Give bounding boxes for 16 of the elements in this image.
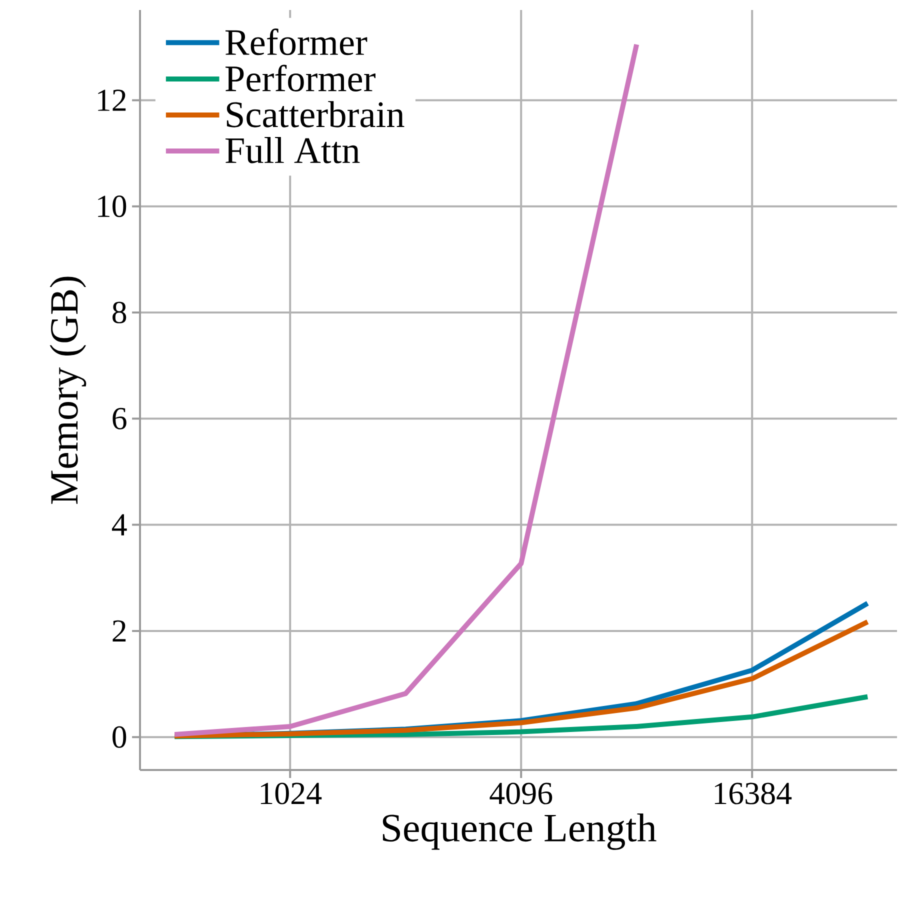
legend-label: Scatterbrain (226, 101, 404, 128)
y-tick-label: 4 (112, 514, 127, 536)
x-tick-label: 16384 (714, 782, 792, 804)
y-tick-label: 12 (98, 90, 126, 111)
y-tick-label: 0 (112, 726, 126, 748)
y-axis-title: Memory (GB) (50, 276, 86, 504)
legend-label: Performer (225, 64, 376, 92)
legend-label: Reformer (225, 28, 368, 56)
legend-label: Full Attn (225, 136, 360, 164)
y-tick-label: 8 (112, 302, 126, 324)
y-tick-label: 2 (112, 620, 126, 642)
y-tick-label: 6 (112, 408, 126, 430)
x-axis-title: Sequence Length (382, 813, 656, 850)
x-tick-label: 4096 (490, 782, 552, 804)
x-tick-label: 1024 (260, 782, 322, 804)
y-tick-label: 10 (98, 196, 126, 218)
